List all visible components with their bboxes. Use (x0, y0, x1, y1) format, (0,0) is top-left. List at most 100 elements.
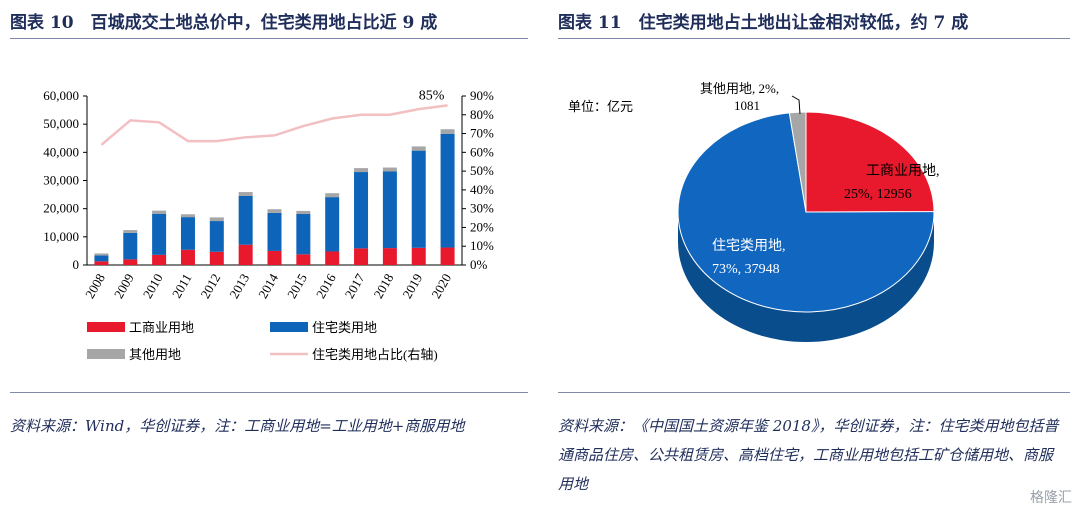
bar-commercial (440, 247, 455, 265)
y2-tick-label: 70% (470, 126, 494, 141)
bar-other (296, 210, 311, 215)
left-top-rule (10, 38, 528, 39)
left-panel: 图表 10 百城成交土地总价中，住宅类用地占比近 9 成 0 10,000 20,0… (0, 0, 528, 511)
bar-commercial (152, 254, 167, 265)
bar-other (123, 230, 138, 233)
y-tick-label: 40,000 (43, 144, 79, 159)
y-tick-label: 10,000 (43, 229, 79, 244)
x-tick-label: 2009 (111, 271, 137, 301)
bar-residential (296, 214, 311, 255)
right-top-rule (558, 38, 1070, 39)
legend-commercial-label: 工商业用地 (129, 320, 194, 335)
pie-label-residential-value: 73%, 37948 (712, 262, 780, 277)
legend-residential-label: 住宅类用地 (312, 320, 377, 335)
bar-other (94, 253, 109, 256)
pie-label-other-value: 1081 (734, 98, 760, 113)
y2-tick-label: 50% (470, 163, 494, 178)
bar-commercial (94, 261, 109, 265)
legend-other-label: 其他用地 (129, 347, 181, 362)
x-tick-label: 2020 (428, 271, 454, 301)
bar-commercial (296, 254, 311, 265)
bar-other (354, 168, 369, 173)
y-tick-label: 20,000 (43, 201, 79, 216)
y-tick-label: 60,000 (43, 88, 79, 103)
pie-label-residential-name: 住宅类用地, (712, 238, 786, 254)
bar-residential (238, 195, 253, 245)
y2-tick-label: 90% (470, 88, 494, 103)
y2-tick-label: 80% (470, 107, 494, 122)
bar-residential (382, 171, 397, 249)
bar-residential (325, 197, 340, 252)
pie-side-residential (678, 212, 934, 342)
right-bottom-rule (558, 392, 1070, 393)
bar-residential (354, 172, 369, 249)
bar-other (325, 193, 340, 198)
left-bottom-rule (10, 392, 528, 393)
pie-slice-commercial (805, 111, 935, 213)
bar-residential (411, 150, 426, 248)
x-tick-label: 2011 (169, 271, 195, 301)
bar-commercial (411, 247, 426, 265)
bar-commercial (180, 249, 195, 265)
bar-other (238, 192, 253, 196)
legend-commercial-swatch (87, 322, 125, 332)
legend-residential-swatch (270, 322, 308, 332)
right-source-note: 资料来源：《中国国土资源年鉴 2018》，华创证券，注：住宅类用地包括普通商品住… (558, 417, 1059, 493)
left-figure-title: 图表 10 百城成交土地总价中，住宅类用地占比近 9 成 (10, 13, 438, 33)
bar-other (440, 129, 455, 134)
x-tick-label: 2019 (399, 271, 425, 301)
bar-chart: 0 10,000 20,000 30,000 40,000 50,000 60,000 0% 1… (43, 88, 494, 362)
bar-residential (123, 232, 138, 260)
legend-other-swatch (87, 349, 125, 359)
x-tick-label: 2012 (197, 271, 223, 301)
y-tick-label: 30,000 (43, 173, 79, 188)
bar-commercial (123, 259, 138, 265)
legend-ratio-label: 住宅类用地占比(右轴) (312, 347, 438, 362)
y-tick-label: 50,000 (43, 116, 79, 131)
y-tick-label: 0 (73, 257, 80, 272)
pie-label-commercial-name: 工商业用地, (866, 163, 940, 179)
y2-tick-label: 30% (470, 201, 494, 216)
x-tick-label: 2010 (140, 271, 166, 301)
watermark-logo: 格隆汇 (1030, 490, 1072, 506)
y2-tick-label: 40% (470, 182, 494, 197)
bar-residential (152, 213, 167, 255)
pie-slice-other (788, 111, 807, 213)
bar-other (180, 214, 195, 218)
right-figure-title: 图表 11 住宅类用地占土地出让金相对较低，约 7 成 (558, 13, 969, 33)
bar-residential (267, 212, 282, 251)
bar-other (411, 146, 426, 151)
y2-tick-label: 60% (470, 144, 494, 159)
bar-commercial (382, 248, 397, 265)
y2-tick-label: 0% (470, 257, 488, 272)
pie-label-other-name: 其他用地, 2%, (700, 81, 779, 96)
y2-tick-label: 10% (470, 238, 494, 253)
x-tick-label: 2018 (370, 271, 396, 301)
bar-residential (180, 217, 195, 250)
bar-residential (94, 255, 109, 262)
bar-commercial (267, 250, 282, 265)
ratio-line (100, 104, 448, 146)
right-panel: 图表 11 住宅类用地占土地出让金相对较低，约 7 成 单位：亿元工商业用地, 2… (548, 0, 1070, 511)
bar-residential (209, 221, 224, 252)
x-tick-label: 2017 (342, 271, 368, 301)
bar-commercial (209, 251, 224, 265)
bar-commercial (354, 248, 369, 265)
bar-other (267, 209, 282, 213)
left-source-note: 资料来源：Wind，华创证券，注：工商业用地=工业用地+商服用地 (10, 417, 465, 435)
pie-leader-line-other (791, 95, 801, 115)
pie-unit-label: 单位：亿元 (568, 99, 633, 114)
bar-other (209, 217, 224, 222)
bar-other (382, 167, 397, 172)
bar-commercial (238, 244, 253, 265)
x-tick-label: 2015 (284, 271, 310, 301)
y2-tick-label: 20% (470, 219, 494, 234)
x-tick-label: 2008 (82, 271, 108, 301)
x-tick-label: 2014 (255, 271, 281, 301)
x-tick-label: 2016 (313, 271, 339, 301)
line-end-annotation: 85% (419, 88, 445, 103)
pie-label-commercial-value: 25%, 12956 (844, 187, 912, 202)
bar-residential (440, 133, 455, 248)
bar-other (152, 210, 167, 214)
